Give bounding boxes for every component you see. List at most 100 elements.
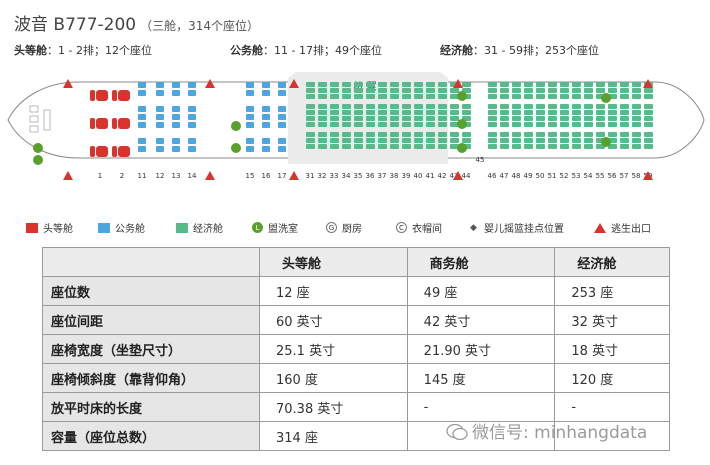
business-class-seat: [172, 90, 180, 96]
legend-first-label: 头等舱: [43, 224, 73, 235]
business-class-seat: [172, 114, 180, 120]
economy-class-seat: [584, 94, 593, 99]
economy-class-seat: [390, 94, 399, 99]
economy-class-seat: [426, 94, 435, 99]
economy-class-seat: [560, 104, 569, 109]
summary-economy: 经济舱：31 - 59排；253个座位: [440, 44, 599, 57]
first-class-seat: [96, 90, 108, 101]
economy-class-seat: [536, 104, 545, 109]
row-number: 13: [172, 172, 181, 180]
economy-class-seat: [378, 116, 387, 121]
economy-class-seat: [632, 138, 641, 143]
row-number: 34: [342, 172, 351, 180]
economy-class-seat: [512, 110, 521, 115]
economy-class-seat: [366, 138, 375, 143]
economy-class-seat: [488, 132, 497, 137]
legend-galley-label: 厨房: [342, 224, 362, 235]
economy-class-seat: [354, 116, 363, 121]
exit-icon: [63, 79, 73, 88]
row-number: 15: [246, 172, 255, 180]
economy-class-seat: [438, 88, 447, 93]
economy-class-seat: [426, 104, 435, 109]
lavatory-icon: L: [252, 222, 263, 233]
economy-class-seat: [366, 144, 375, 149]
summary-first-detail: 1 - 2排；12个座位: [58, 44, 152, 57]
row-number: 40: [414, 172, 423, 180]
row-number: 31: [306, 172, 315, 180]
economy-class-seat: [342, 110, 351, 115]
economy-class-seat: [402, 94, 411, 99]
economy-class-seat: [414, 104, 423, 109]
economy-class-seat: [438, 104, 447, 109]
economy-class-seat: [512, 104, 521, 109]
economy-class-seat: [512, 144, 521, 149]
business-class-seat: [138, 122, 146, 128]
row-number: 1: [98, 172, 102, 180]
economy-class-seat: [572, 144, 581, 149]
economy-class-seat: [438, 94, 447, 99]
first-class-seat: [90, 146, 95, 157]
economy-class-seat: [426, 88, 435, 93]
economy-class-seat: [608, 82, 617, 87]
economy-class-seat: [608, 132, 617, 137]
economy-class-seat: [608, 104, 617, 109]
legend-first: 头等舱: [26, 220, 73, 235]
economy-class-seat: [378, 94, 387, 99]
watermark-text: 微信号: minhangdata: [472, 423, 648, 443]
economy-class-seat: [500, 116, 509, 121]
economy-class-seat: [366, 82, 375, 87]
economy-class-seat: [462, 110, 471, 115]
row-label: 座椅宽度（坐垫尺寸）: [42, 334, 260, 364]
economy-class-seat: [378, 104, 387, 109]
summary-first-cabin: 头等舱: [14, 44, 47, 57]
economy-class-seat: [354, 104, 363, 109]
economy-class-seat: [500, 144, 509, 149]
economy-class-seat: [560, 88, 569, 93]
economy-class-seat: [524, 144, 533, 149]
economy-class-seat: [438, 110, 447, 115]
cell-business: 49 座: [406, 276, 556, 306]
row-number: 16: [262, 172, 271, 180]
business-class-seat: [156, 90, 164, 96]
spec-table: 头等舱 商务舱 经济舱 座位数 12 座 49 座 253 座 座位间距 60 …: [42, 247, 670, 451]
economy-class-seat: [548, 138, 557, 143]
economy-class-seat: [450, 132, 459, 137]
economy-class-seat: [306, 132, 315, 137]
legend-galley: G 厨房: [326, 220, 362, 235]
economy-class-seat: [342, 138, 351, 143]
row-number: 39: [402, 172, 411, 180]
economy-class-seat: [548, 104, 557, 109]
economy-class-seat: [548, 122, 557, 127]
row-number: 37: [378, 172, 387, 180]
economy-class-seat: [536, 122, 545, 127]
economy-class-seat: [620, 116, 629, 121]
economy-class-seat: [354, 138, 363, 143]
row-number: 12: [156, 172, 165, 180]
economy-class-seat: [414, 110, 423, 115]
economy-class-seat: [438, 116, 447, 121]
economy-class-seat: [512, 82, 521, 87]
economy-class-seat: [318, 116, 327, 121]
economy-class-seat: [402, 104, 411, 109]
business-class-seat: [156, 138, 164, 144]
exit-icon: [289, 79, 299, 88]
first-class-seat: [90, 118, 95, 129]
economy-class-seat: [584, 110, 593, 115]
economy-class-seat: [426, 82, 435, 87]
cell-economy: -: [554, 392, 670, 422]
row-number: 38: [390, 172, 399, 180]
business-class-seat: [246, 146, 254, 152]
economy-class-seat: [402, 88, 411, 93]
economy-class-seat: [632, 132, 641, 137]
business-class-seat: [188, 82, 196, 88]
economy-class-seat: [500, 122, 509, 127]
economy-class-seat: [306, 88, 315, 93]
economy-class-seat: [500, 88, 509, 93]
economy-class-seat: [572, 138, 581, 143]
economy-class-seat: [414, 138, 423, 143]
economy-class-seat: [620, 94, 629, 99]
economy-class-seat: [366, 116, 375, 121]
wechat-icon: [446, 423, 468, 441]
business-class-seat: [188, 122, 196, 128]
business-class-seat: [156, 82, 164, 88]
